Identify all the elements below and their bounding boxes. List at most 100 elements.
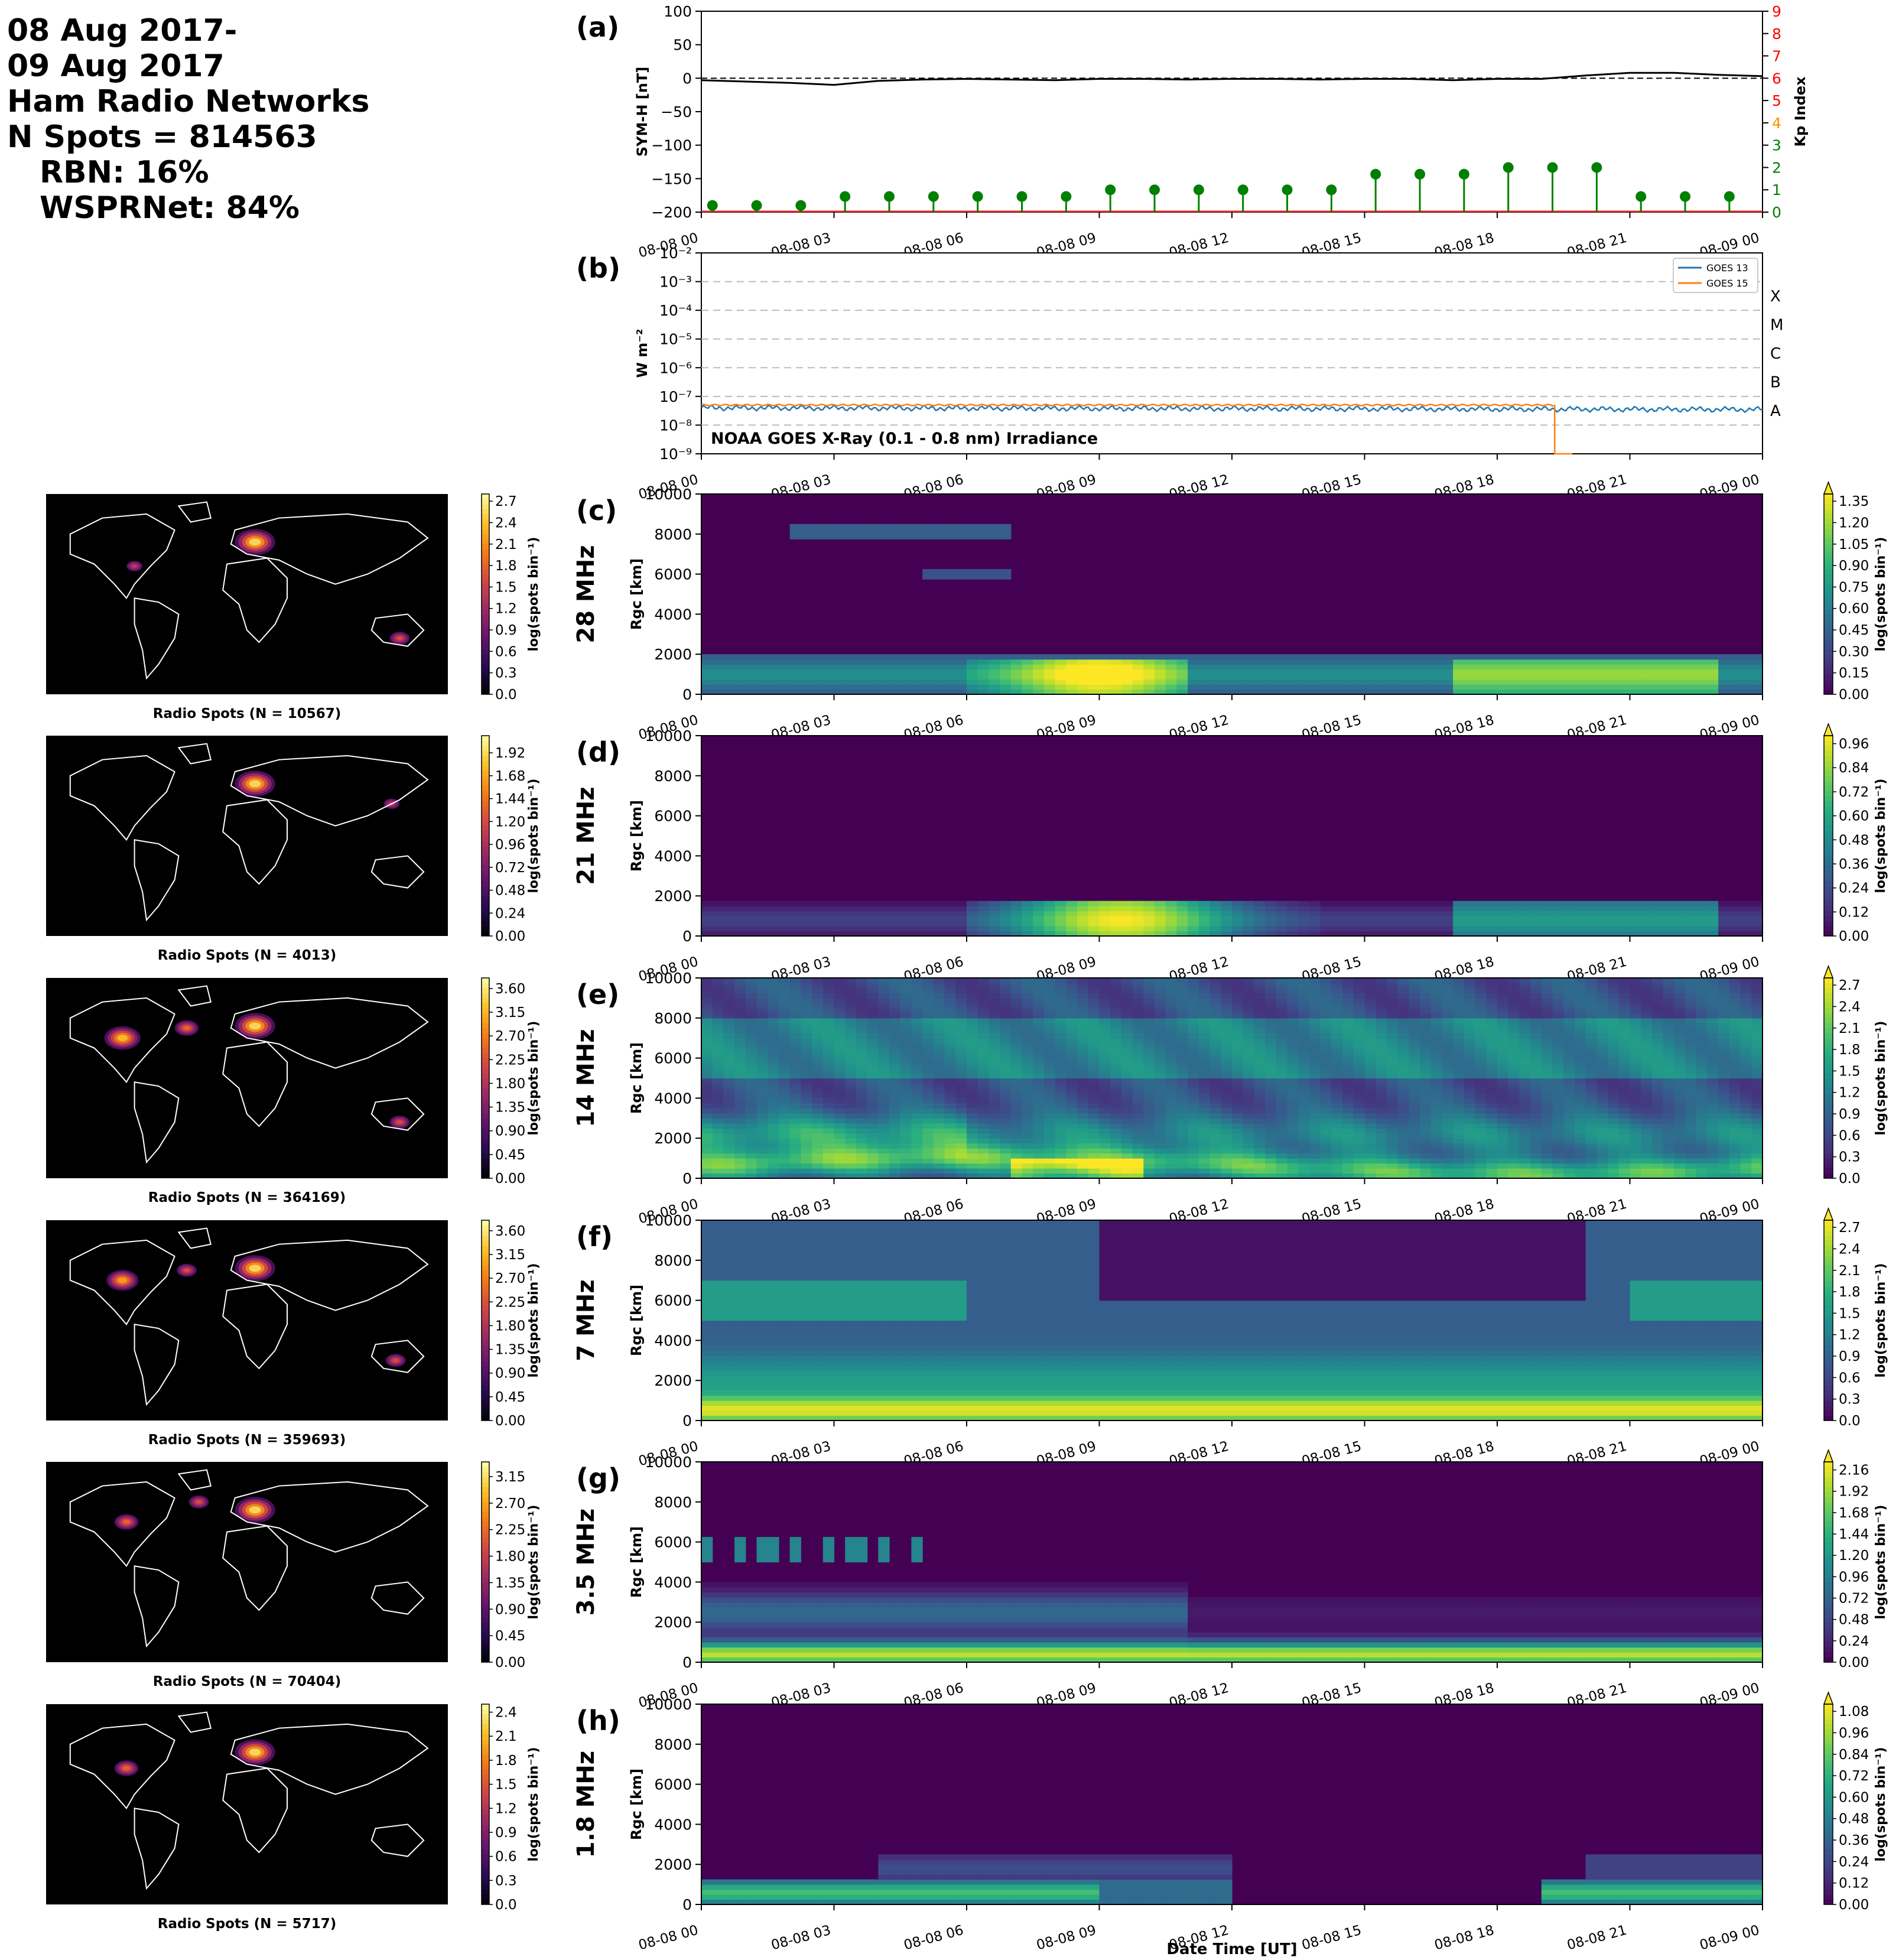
panel-e-cell — [933, 1007, 945, 1013]
panel-d-cell — [768, 921, 779, 927]
map-d-colorbar-segment — [482, 866, 489, 872]
panel-d-cell — [1188, 911, 1199, 916]
panel-e-cell — [845, 1078, 857, 1084]
panel-e-cell — [1066, 1128, 1078, 1134]
panel-e-cell — [1353, 1093, 1365, 1098]
panel-d-cell — [1265, 916, 1277, 922]
panel-e-cell — [911, 1043, 923, 1049]
panel-d-colorbar-segment — [1824, 811, 1833, 817]
panel-e-cell — [1376, 1028, 1387, 1033]
panel-e-cell — [944, 1123, 956, 1129]
panel-e-cell — [1198, 978, 1211, 984]
panel-c-cell — [1364, 674, 1376, 680]
map-d-colorbar-segment — [482, 825, 489, 831]
panel-e-cell — [1442, 1043, 1453, 1049]
panel-d-colorbar-segment — [1824, 740, 1833, 746]
panel-c-cell — [1066, 679, 1078, 685]
panel-e-cell — [1331, 1108, 1343, 1114]
panel-c-cell — [1309, 664, 1321, 670]
panel-d-cell — [1088, 901, 1100, 906]
panel-d-cell — [1475, 931, 1487, 937]
panel-d-cell — [1265, 906, 1277, 912]
panel-c-cell — [1718, 684, 1730, 690]
date-range-start: 08 Aug 2017- — [7, 13, 238, 48]
panel-c-cell — [967, 684, 978, 690]
panel-c-cell — [1376, 664, 1387, 670]
panel-c-cell — [1397, 679, 1409, 685]
panel-e-cell — [1475, 1163, 1487, 1169]
panel-e-cell — [1033, 1173, 1045, 1179]
panel-e-cell — [1464, 1133, 1476, 1139]
panel-e-cell — [1442, 1018, 1453, 1023]
panel-e-cell — [1276, 1013, 1288, 1019]
panel-c-cell — [1000, 689, 1012, 695]
panel-c-cell — [889, 534, 901, 539]
panel-e-cell — [723, 1058, 735, 1064]
panel-a-ytick-label: −50 — [661, 103, 692, 121]
panel-e-cell — [1276, 1018, 1288, 1023]
panel-e-cell — [822, 1058, 835, 1064]
panel-e-cell — [1055, 1078, 1066, 1084]
panel-e-cell — [1397, 1063, 1409, 1069]
panel-e-cell — [944, 1093, 956, 1098]
panel-e-cell — [1276, 1163, 1288, 1169]
panel-d-cell — [845, 926, 857, 932]
panel-d-cell — [1552, 921, 1564, 927]
panel-e-cell — [1088, 1093, 1100, 1098]
panel-e-cell — [812, 1023, 824, 1029]
panel-e-cell — [1132, 993, 1144, 999]
panel-e-cell — [1508, 1168, 1520, 1174]
panel-e-cell — [1221, 1078, 1233, 1084]
panel-c-cell — [1110, 674, 1122, 680]
panel-c-ytick-label: 10000 — [645, 486, 692, 503]
panel-e-cell — [867, 1033, 879, 1039]
panel-e-cell — [1464, 1093, 1476, 1098]
panel-d-colorbar-segment — [1824, 850, 1833, 856]
panel-e-cell — [756, 1023, 768, 1029]
panel-c-cell — [1386, 669, 1399, 675]
panel-e-cell — [1110, 1138, 1122, 1144]
panel-c-cell — [1265, 674, 1277, 680]
panel-e-cell — [1022, 1053, 1033, 1059]
panel-e-cell — [1077, 1148, 1089, 1154]
panel-e-cell — [1464, 1013, 1476, 1019]
panel-c-cell — [1696, 679, 1708, 685]
panel-e-cell — [1409, 1128, 1420, 1134]
panel-c-cell — [1530, 664, 1542, 670]
panel-d-cell — [812, 901, 824, 906]
panel-e-cell — [955, 1003, 967, 1009]
panel-e-cell — [1110, 1108, 1122, 1114]
panel-e-cell — [1209, 1068, 1221, 1074]
panel-e-cell — [1397, 983, 1409, 989]
panel-e-cell — [867, 1098, 879, 1104]
panel-c-cell — [1110, 689, 1122, 695]
panel-e-cell — [1353, 978, 1365, 984]
panel-e-cell — [867, 1148, 879, 1154]
panel-d-cell — [1254, 911, 1266, 916]
panel-e-cell — [1430, 1023, 1443, 1029]
panel-e-cell — [701, 1078, 713, 1084]
panel-e-cell — [1430, 1013, 1443, 1019]
panel-d-cell — [933, 931, 945, 937]
panel-c-cell — [712, 674, 724, 680]
panel-c-cell — [1331, 669, 1343, 675]
panel-c-cell — [1751, 669, 1763, 675]
map-d-colorbar-segment — [482, 931, 489, 937]
panel-e-cell — [834, 1068, 846, 1074]
panel-e-cell — [1486, 1088, 1498, 1094]
panel-e-cell — [1155, 1038, 1166, 1044]
panel-e-cell — [944, 1143, 956, 1149]
panel-e-cell — [1000, 1043, 1012, 1049]
panel-e-cell — [1221, 1063, 1233, 1069]
panel-c-cell — [1143, 674, 1155, 680]
panel-e-cell — [900, 1003, 912, 1009]
panel-e-cell — [1254, 1098, 1266, 1104]
panel-c-cell — [1055, 654, 1066, 660]
panel-c-cell — [1265, 659, 1277, 665]
panel-e-cell — [1165, 1058, 1178, 1064]
panel-d-cell — [1077, 906, 1089, 912]
panel-d-cell — [1563, 926, 1575, 932]
panel-e-cell — [988, 1093, 1000, 1098]
panel-e-cell — [1409, 1173, 1420, 1179]
panel-e-cell — [1453, 1043, 1465, 1049]
